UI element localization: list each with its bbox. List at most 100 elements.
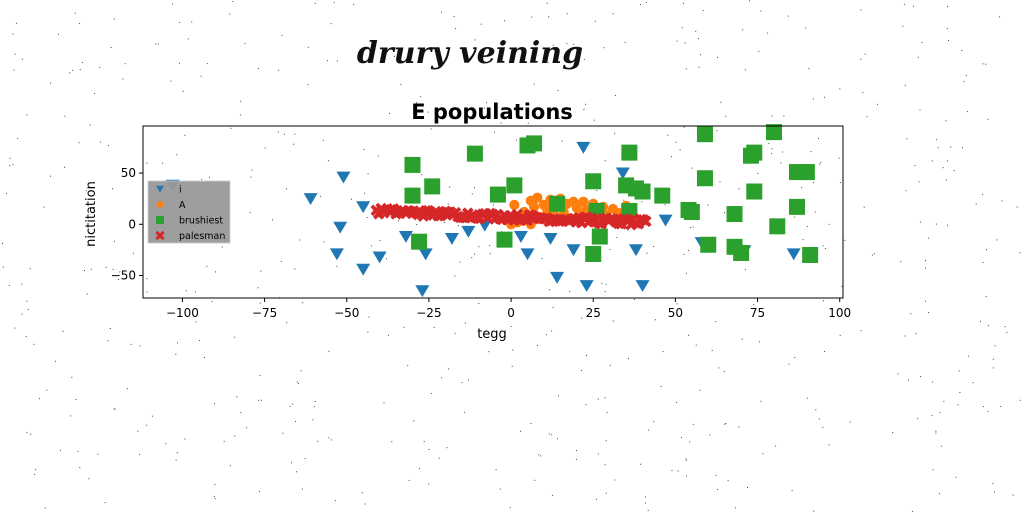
brushiest-point bbox=[700, 236, 717, 253]
speckle-dot bbox=[566, 43, 568, 45]
speckle-dot bbox=[759, 341, 760, 343]
speckle-dot bbox=[282, 432, 284, 434]
brushiest-point bbox=[466, 145, 483, 162]
speckle-dot bbox=[725, 115, 727, 117]
speckle-dot bbox=[566, 13, 568, 15]
brushiest-point bbox=[591, 228, 608, 245]
speckle-dot bbox=[223, 440, 225, 442]
speckle-dot bbox=[178, 62, 180, 64]
speckle-dot bbox=[992, 483, 994, 484]
speckle-dot bbox=[363, 149, 365, 151]
speckle-dot bbox=[864, 53, 866, 55]
i-point bbox=[303, 193, 318, 205]
speckle-dot bbox=[734, 507, 736, 509]
speckle-dot bbox=[596, 190, 598, 192]
speckle-dot bbox=[6, 192, 7, 194]
i-point bbox=[579, 280, 594, 293]
speckle-dot bbox=[583, 109, 585, 110]
speckle-dot bbox=[251, 169, 253, 171]
speckle-dot bbox=[361, 492, 363, 494]
speckle-dot bbox=[676, 401, 678, 403]
speckle-dot bbox=[300, 370, 302, 372]
speckle-dot bbox=[549, 289, 551, 291]
speckle-dot bbox=[573, 43, 575, 45]
speckle-dot bbox=[936, 139, 938, 141]
speckle-dot bbox=[413, 420, 415, 422]
x-tick-label: −100 bbox=[166, 306, 199, 320]
speckle-dot bbox=[368, 316, 370, 318]
speckle-dot bbox=[771, 148, 773, 150]
speckle-dot bbox=[387, 334, 389, 336]
speckle-dot bbox=[489, 253, 491, 255]
speckle-dot bbox=[64, 115, 66, 117]
speckle-dot bbox=[700, 54, 702, 56]
speckle-dot bbox=[897, 373, 899, 375]
speckle-dot bbox=[453, 16, 455, 18]
speckle-dot bbox=[81, 62, 83, 63]
speckle-dot bbox=[540, 455, 542, 457]
speckle-dot bbox=[633, 298, 635, 300]
speckle-dot bbox=[946, 28, 948, 30]
brushiest-point bbox=[549, 195, 566, 212]
speckle-dot bbox=[996, 239, 998, 241]
speckle-dot bbox=[296, 381, 298, 383]
speckle-dot bbox=[999, 16, 1001, 18]
speckle-dot bbox=[653, 246, 655, 247]
speckle-dot bbox=[21, 313, 23, 315]
speckle-dot bbox=[645, 1, 647, 3]
speckle-dot bbox=[367, 173, 369, 175]
speckle-dot bbox=[935, 223, 937, 225]
speckle-dot bbox=[531, 16, 533, 18]
speckle-dot bbox=[685, 68, 687, 70]
speckle-dot bbox=[301, 488, 303, 490]
speckle-dot bbox=[70, 415, 72, 417]
speckle-dot bbox=[783, 115, 785, 117]
speckle-dot bbox=[994, 491, 995, 493]
speckle-dot bbox=[483, 107, 485, 109]
speckle-dot bbox=[597, 453, 599, 455]
speckle-dot bbox=[88, 478, 90, 480]
brushiest-point bbox=[621, 144, 638, 161]
i-point bbox=[635, 280, 650, 293]
speckle-dot bbox=[742, 29, 744, 31]
brushiest-point bbox=[489, 186, 506, 203]
speckle-dot bbox=[112, 188, 113, 190]
legend-label: palesman bbox=[179, 231, 225, 242]
speckle-dot bbox=[747, 487, 748, 488]
speckle-dot bbox=[605, 492, 607, 494]
speckle-dot bbox=[441, 377, 443, 379]
speckle-dot bbox=[320, 195, 321, 197]
speckle-dot bbox=[985, 296, 987, 298]
speckle-dot bbox=[601, 282, 603, 284]
speckle-dot bbox=[74, 12, 76, 14]
speckle-dot bbox=[828, 444, 830, 446]
speckle-dot bbox=[935, 430, 937, 432]
speckle-dot bbox=[767, 32, 769, 34]
brushiest-point bbox=[696, 170, 713, 187]
speckle-dot bbox=[939, 411, 941, 413]
legend-marker-A bbox=[156, 201, 164, 208]
speckle-dot bbox=[312, 419, 314, 421]
speckle-dot bbox=[987, 325, 989, 327]
speckle-dot bbox=[824, 96, 826, 98]
speckle-dot bbox=[72, 69, 73, 71]
speckle-dot bbox=[336, 60, 338, 62]
speckle-dot bbox=[75, 399, 77, 400]
speckle-dot bbox=[812, 98, 814, 100]
speckle-dot bbox=[489, 245, 491, 247]
speckle-dot bbox=[512, 349, 514, 351]
speckle-dot bbox=[281, 34, 283, 36]
i-point bbox=[418, 248, 433, 261]
speckle-dot bbox=[371, 245, 373, 247]
speckle-dot bbox=[940, 445, 942, 447]
speckle-dot bbox=[122, 78, 124, 80]
brushiest-point bbox=[746, 183, 763, 200]
speckle-dot bbox=[118, 279, 120, 280]
i-point bbox=[543, 233, 558, 245]
series-brushiest bbox=[404, 124, 819, 263]
speckle-dot bbox=[488, 351, 490, 353]
speckle-dot bbox=[326, 60, 328, 62]
brushiest-point bbox=[526, 135, 543, 152]
speckle-dot bbox=[992, 358, 994, 360]
speckle-dot bbox=[822, 426, 824, 428]
